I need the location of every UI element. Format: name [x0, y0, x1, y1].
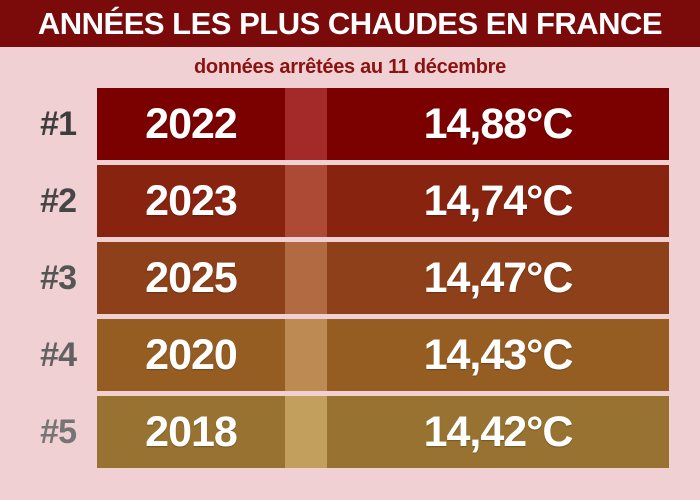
rank-label: #2: [40, 181, 77, 220]
table-row: #1 2022 14,88°C: [0, 88, 700, 160]
row-bar: 2022 14,88°C: [97, 88, 669, 160]
temperature-cell: 14,47°C: [327, 242, 669, 314]
row-bar: 2023 14,74°C: [97, 165, 669, 237]
year-cell: 2018: [97, 396, 285, 468]
row-bar: 2025 14,47°C: [97, 242, 669, 314]
divider-stripe: [285, 88, 327, 160]
ranking-table: #1 2022 14,88°C #2 2023 14,74°C #3 2025 14,47°C #…: [0, 88, 700, 473]
table-row: #2 2023 14,74°C: [0, 165, 700, 237]
year-cell: 2025: [97, 242, 285, 314]
row-bar: 2018 14,42°C: [97, 396, 669, 468]
year-cell: 2022: [97, 88, 285, 160]
page-title: ANNÉES LES PLUS CHAUDES EN FRANCE: [37, 5, 663, 41]
divider-stripe: [285, 165, 327, 237]
row-bar: 2020 14,43°C: [97, 319, 669, 391]
subtitle-area: données arrêtées au 11 décembre: [0, 47, 700, 88]
year-cell: 2023: [97, 165, 285, 237]
rank-label: #5: [40, 412, 77, 451]
divider-stripe: [285, 396, 327, 468]
table-row: #5 2018 14,42°C: [0, 396, 700, 468]
table-row: #3 2025 14,47°C: [0, 242, 700, 314]
temperature-cell: 14,88°C: [327, 88, 669, 160]
rank-label: #3: [40, 258, 77, 297]
divider-stripe: [285, 242, 327, 314]
subtitle: données arrêtées au 11 décembre: [194, 56, 506, 78]
title-bar: ANNÉES LES PLUS CHAUDES EN FRANCE: [0, 0, 700, 47]
rank-label: #4: [40, 335, 77, 374]
table-row: #4 2020 14,43°C: [0, 319, 700, 391]
temperature-cell: 14,43°C: [327, 319, 669, 391]
divider-stripe: [285, 319, 327, 391]
rank-label: #1: [40, 104, 77, 143]
temperature-cell: 14,42°C: [327, 396, 669, 468]
temperature-cell: 14,74°C: [327, 165, 669, 237]
year-cell: 2020: [97, 319, 285, 391]
